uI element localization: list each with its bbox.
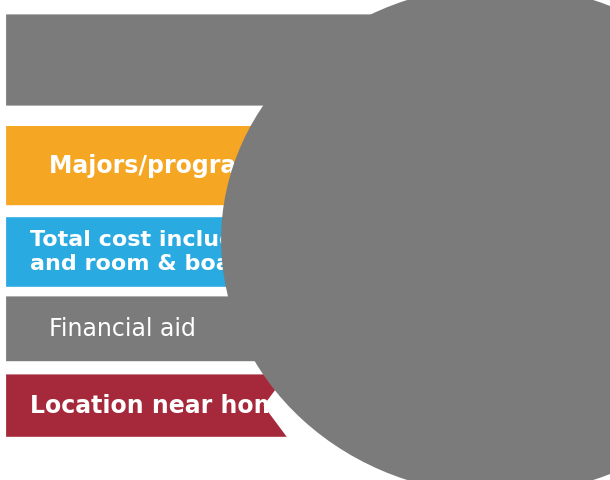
Text: Total cost including tuition
and room & board: Total cost including tuition and room & … <box>30 229 366 275</box>
Ellipse shape <box>221 0 610 480</box>
Polygon shape <box>6 217 403 287</box>
Text: Location near home: Location near home <box>30 394 295 418</box>
Text: Majors/programs offered: Majors/programs offered <box>49 154 381 178</box>
Polygon shape <box>6 126 494 205</box>
Text: Financial aid: Financial aid <box>49 317 196 341</box>
Polygon shape <box>6 374 287 437</box>
Polygon shape <box>6 296 348 361</box>
Polygon shape <box>6 14 604 106</box>
